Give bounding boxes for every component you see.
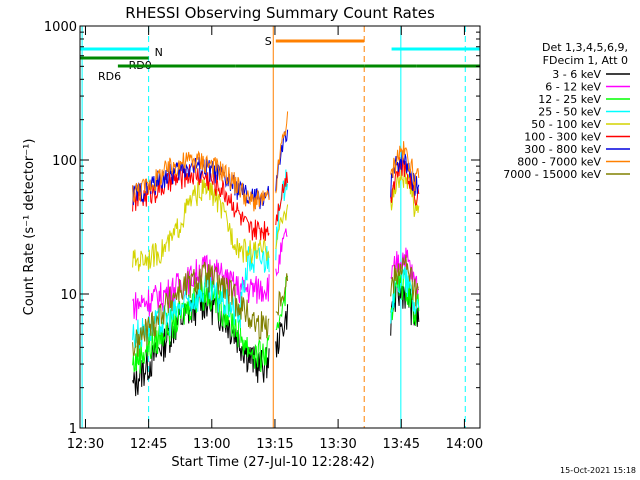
- series-line-5: [132, 164, 270, 241]
- legend-header-1: FDecim 1, Att 0: [543, 54, 628, 67]
- legend-label-7: 800 - 7000 keV: [517, 156, 601, 169]
- series-line-7-rise: [275, 111, 289, 194]
- timestamp: 15-Oct-2021 15:18: [560, 466, 636, 475]
- x-tick-label-3: 13:15: [256, 437, 293, 452]
- y-tick-label-0: 1: [69, 422, 77, 437]
- series-line-1-rise: [275, 228, 288, 277]
- series-line-5-pass2: [390, 156, 420, 206]
- legend-header-0: Det 1,3,4,5,6,9,: [542, 41, 628, 54]
- legend-label-1: 6 - 12 keV: [545, 81, 601, 94]
- series-line-6: [132, 156, 270, 210]
- series-line-6-pass2: [390, 150, 420, 198]
- plot-area: NRD0RD6S: [80, 26, 480, 428]
- legend-label-6: 300 - 800 keV: [524, 143, 601, 156]
- state-label-s: S: [265, 35, 272, 48]
- x-tick-label-4: 13:30: [319, 437, 356, 452]
- x-tick-label-5: 13:45: [383, 437, 420, 452]
- y-tick-label-1: 10: [60, 288, 77, 303]
- legend-label-2: 12 - 25 keV: [538, 93, 601, 106]
- series-line-3: [132, 245, 270, 349]
- x-tick-label-6: 14:00: [446, 437, 483, 452]
- series-line-7: [132, 150, 270, 212]
- axes: 1 10 100 1000 12:30 12:45 13:00 13:15 13:30 13:45…: [44, 20, 483, 452]
- y-tick-label-3: 1000: [44, 20, 77, 35]
- y-tick-label-2: 100: [52, 154, 77, 169]
- x-tick-label-2: 13:00: [193, 437, 230, 452]
- x-tick-label-0: 12:30: [67, 437, 104, 452]
- series-line-8-pass2: [390, 254, 420, 307]
- series-line-0-rise: [275, 304, 289, 358]
- x-axis-label: Start Time (27-Jul-10 12:28:42): [171, 455, 374, 470]
- series-line-8: [132, 261, 270, 357]
- chart-title: RHESSI Observing Summary Count Rates: [125, 4, 435, 22]
- series-line-5-rise: [275, 171, 289, 226]
- legend-label-5: 100 - 300 keV: [524, 131, 601, 144]
- series-line-4-rise: [275, 204, 289, 250]
- legend: Det 1,3,4,5,6,9,FDecim 1, Att 03 - 6 keV…: [503, 41, 630, 181]
- legend-label-3: 25 - 50 keV: [538, 106, 601, 119]
- series-line-7-pass2: [390, 141, 420, 191]
- series-line-8-rise: [275, 273, 289, 316]
- state-label-rd6: RD6: [98, 70, 121, 83]
- legend-label-0: 3 - 6 keV: [552, 68, 601, 81]
- legend-label-4: 50 - 100 keV: [531, 118, 601, 131]
- legend-label-8: 7000 - 15000 keV: [503, 168, 601, 181]
- state-label-n: N: [155, 46, 163, 59]
- y-axis-label: Count Rate (s⁻¹ detector⁻¹): [22, 139, 37, 316]
- series-line-4: [132, 178, 270, 272]
- x-tick-label-1: 12:45: [130, 437, 167, 452]
- plot-frame: [79, 25, 481, 429]
- series-line-2: [132, 280, 270, 374]
